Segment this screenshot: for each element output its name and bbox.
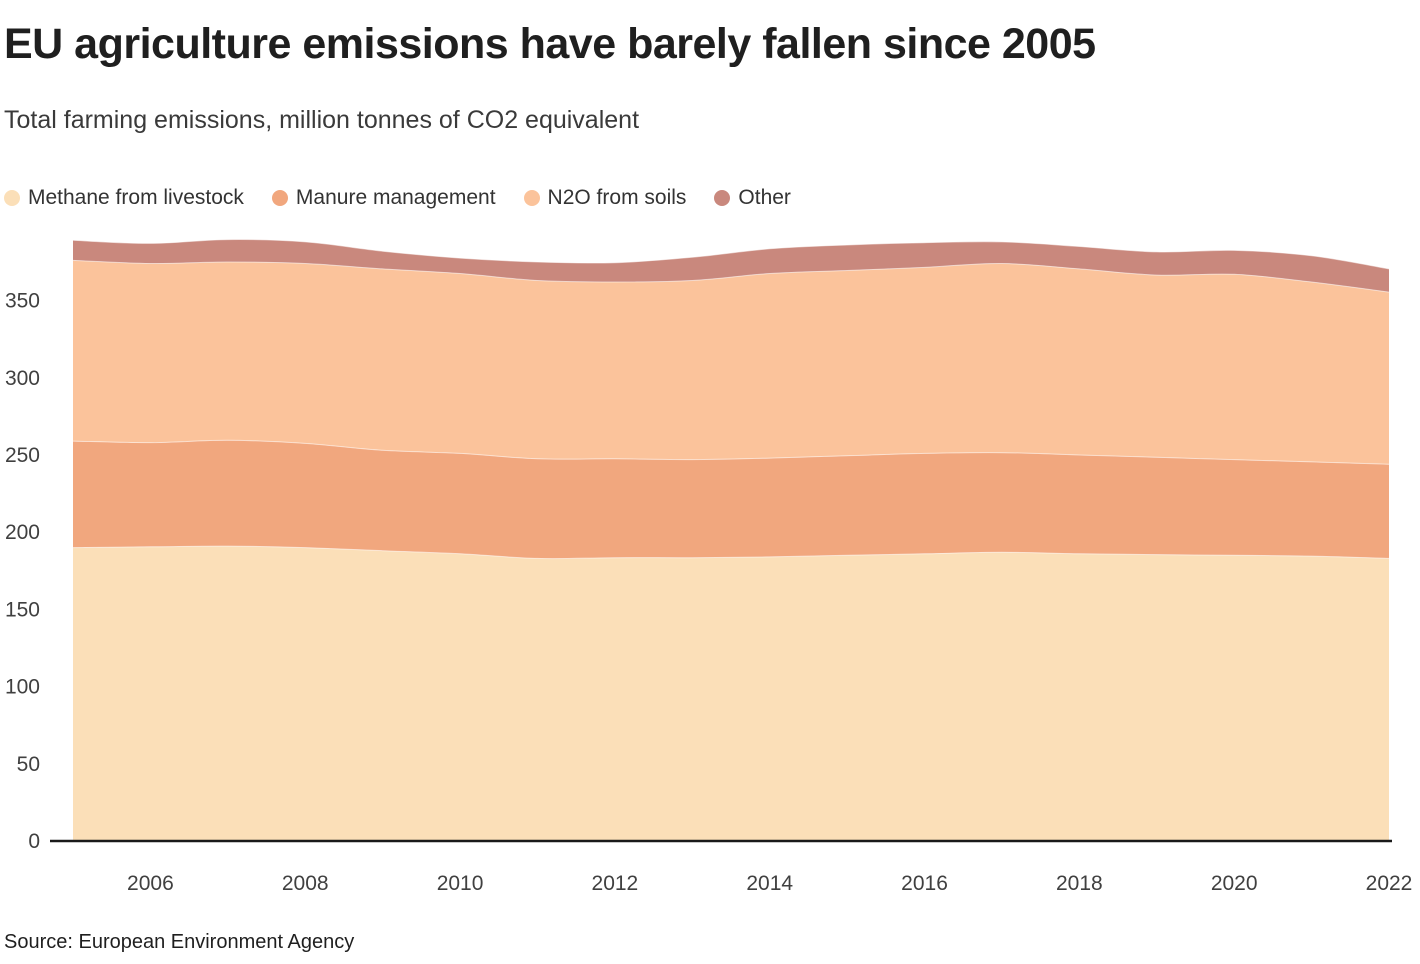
legend-item-manure-management: Manure management [271, 186, 496, 210]
y-tick-label: 300 [5, 367, 40, 390]
source-note: Source: European Environment Agency [4, 931, 355, 953]
legend-label: Methane from livestock [28, 186, 244, 209]
x-tick-label: 2018 [1056, 872, 1103, 895]
x-tick-label: 2016 [901, 872, 948, 895]
x-tick-label: 2008 [282, 872, 329, 895]
area-manure-management [73, 440, 1389, 559]
y-tick-label: 0 [28, 830, 40, 853]
x-tick-label: 2022 [1366, 872, 1413, 895]
legend-item-n2o-from-soils: N2O from soils [523, 186, 687, 210]
area-other [73, 239, 1389, 293]
x-tick-label: 2006 [127, 872, 174, 895]
x-tick-label: 2012 [592, 872, 639, 895]
y-tick-label: 50 [17, 753, 40, 776]
band-separator [72, 545, 1390, 560]
legend-dot-icon [714, 190, 731, 206]
legend-label: Manure management [295, 186, 496, 209]
y-tick-label: 100 [5, 676, 40, 699]
x-tick-label: 2020 [1211, 872, 1258, 895]
legend-dot-icon [4, 190, 20, 206]
y-tick-label: 250 [5, 444, 40, 467]
page-title: EU agriculture emissions have barely fal… [4, 20, 1096, 68]
legend: Methane from livestock Manure management N… [4, 186, 791, 210]
band-separator [72, 259, 1390, 293]
y-tick-label: 200 [5, 521, 40, 544]
x-tick-label: 2010 [437, 872, 484, 895]
band-separator [72, 239, 1390, 270]
legend-dot-icon [523, 190, 540, 206]
area-methane-from-livestock [73, 546, 1389, 841]
y-tick-label: 350 [5, 290, 40, 313]
legend-label: Other [738, 186, 791, 209]
chart-subtitle: Total farming emissions, million tonnes … [4, 106, 640, 134]
legend-item-other: Other [714, 186, 791, 210]
x-tick-label: 2014 [746, 872, 793, 895]
y-tick-label: 150 [5, 598, 40, 621]
legend-dot-icon [271, 190, 288, 206]
area-n2o-from-soils [73, 260, 1389, 465]
legend-item-methane-from-livestock: Methane from livestock [4, 186, 244, 210]
band-separator [72, 439, 1390, 465]
legend-label: N2O from soils [547, 186, 687, 209]
